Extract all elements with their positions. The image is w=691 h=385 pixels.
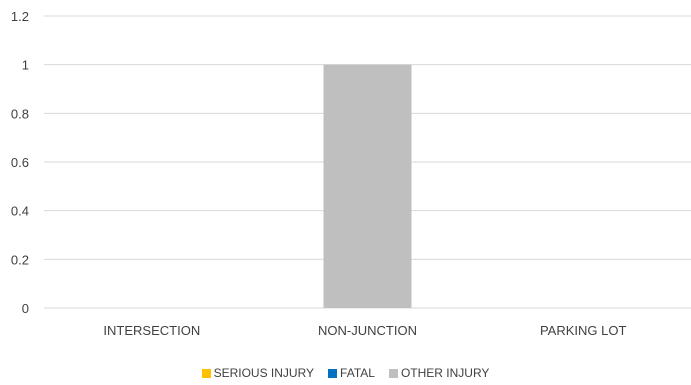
x-category-label: NON-JUNCTION	[318, 323, 417, 338]
y-tick-label: 0.8	[11, 106, 29, 121]
legend-swatch	[201, 368, 211, 378]
y-tick-label: 1	[22, 58, 29, 73]
legend-item: SERIOUS INJURY	[201, 366, 315, 380]
legend-item: OTHER INJURY	[388, 366, 490, 380]
y-tick-label: 1.2	[11, 9, 29, 24]
y-tick-label: 0.6	[11, 155, 29, 170]
y-tick-label: 0.4	[11, 204, 29, 219]
bar-other-injury-non-junction	[323, 64, 412, 309]
legend-swatch	[328, 368, 338, 378]
legend-label: SERIOUS INJURY	[213, 366, 315, 380]
y-tick-label: 0.2	[11, 252, 29, 267]
legend-label: FATAL	[340, 366, 375, 380]
x-category-label: PARKING LOT	[540, 323, 627, 338]
y-tick-label: 0	[22, 301, 29, 316]
x-category-label: INTERSECTION	[103, 323, 200, 338]
legend-swatch	[388, 368, 398, 378]
legend-item: FATAL	[328, 366, 375, 380]
bar-chart: 0 0.2 0.4 0.6 0.8 1 1.2 INTERSECTION NON-JUNCTIO…	[11, 9, 691, 338]
chart-legend: SERIOUS INJURY FATAL OTHER INJURY	[0, 366, 691, 380]
legend-label: OTHER INJURY	[400, 366, 490, 380]
